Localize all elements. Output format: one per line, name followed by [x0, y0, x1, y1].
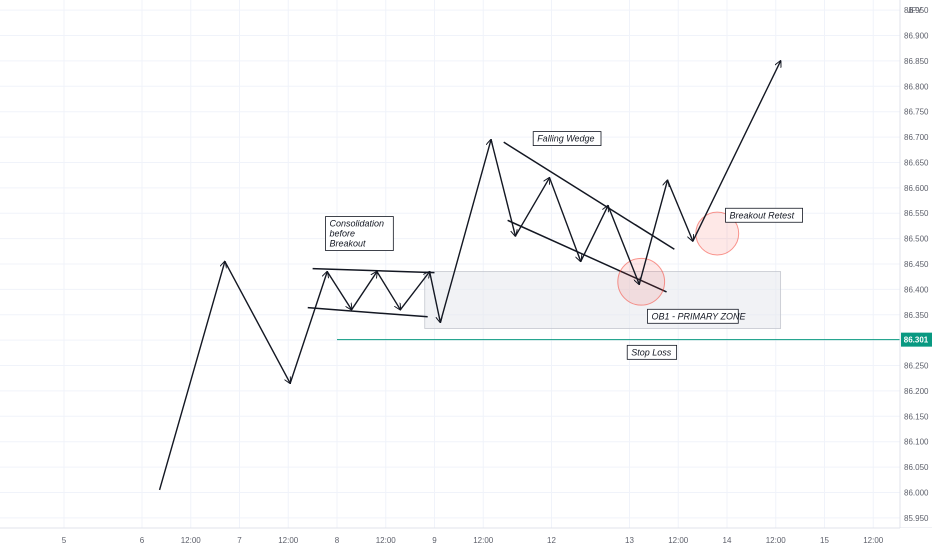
price-path-segment	[439, 140, 491, 323]
x-tick-label: 12:00	[766, 536, 787, 545]
trendline	[503, 141, 675, 250]
annotation-box	[532, 131, 602, 147]
y-tick-label: 86.250	[904, 362, 929, 371]
y-tick-label: 86.600	[904, 184, 929, 193]
x-tick-labels: 5 6 12:00 7 12:00 8 12:00 9 12:00 12 13 12:00 14 12:0…	[62, 536, 884, 545]
price-path-segment	[666, 179, 693, 241]
y-tick-label: 86.550	[904, 209, 929, 218]
annotation-box	[325, 216, 394, 251]
y-tick-label: 86.150	[904, 412, 929, 421]
currency-label: JPY	[908, 6, 923, 15]
gridlines	[0, 0, 900, 528]
circle-markers	[617, 211, 740, 306]
y-tick-label: 86.950	[904, 6, 929, 15]
axis-corner	[900, 528, 932, 550]
x-tick-label: 12:00	[376, 536, 397, 545]
breakout-retest-note: Breakout Retest	[725, 207, 803, 223]
y-tick-label: 86.700	[904, 133, 929, 142]
annotation-text: Falling Wedge	[537, 134, 594, 144]
x-tick-label: 12:00	[473, 536, 494, 545]
x-tick-label: 12:00	[668, 536, 689, 545]
x-tick-label: 12:00	[863, 536, 884, 545]
annotation-box	[647, 308, 739, 324]
price-path-segment	[638, 180, 667, 285]
price-path-segment	[607, 205, 639, 285]
x-tick-label: 12:00	[181, 536, 202, 545]
price-path-segment	[692, 61, 781, 242]
price-path-segment	[428, 271, 441, 323]
price-axis[interactable]: 86.950 86.900 86.850 86.800 86.750 86.700 86.6…	[899, 0, 932, 528]
y-tick-label: 86.800	[904, 82, 929, 91]
x-tick-label: 12	[547, 536, 556, 545]
stop-loss-price-tag: 86.301	[901, 332, 932, 347]
annotation-text: Stop Loss	[631, 347, 672, 357]
annotation-text: Breakout Retest	[730, 210, 795, 220]
annotation-text: OB1 - PRIMARY ZONE	[651, 311, 746, 321]
y-tick-labels: 86.950 86.900 86.850 86.800 86.750 86.700 86.6…	[904, 6, 929, 523]
highlight-circle	[695, 211, 740, 256]
price-path-segment	[289, 272, 327, 384]
price-path-segment	[490, 139, 515, 236]
annotation-text: Breakout	[330, 239, 367, 249]
x-tick-label: 14	[723, 536, 732, 545]
y-tick-label: 86.100	[904, 438, 929, 447]
price-path-segment	[351, 272, 377, 311]
y-tick-label: 86.850	[904, 57, 929, 66]
y-tick-label: 85.950	[904, 514, 929, 523]
falling-wedge-note: Falling Wedge	[532, 131, 602, 147]
stop-loss-note: Stop Loss	[626, 344, 678, 360]
ob1-zone-note: OB1 - PRIMARY ZONE	[647, 308, 746, 324]
y-tick-label: 86.350	[904, 311, 929, 320]
stop-loss-price-box	[901, 332, 932, 347]
price-path-segment	[158, 261, 225, 491]
trendline	[307, 306, 428, 318]
annotation-text: before	[330, 229, 356, 239]
y-tick-label: 86.750	[904, 108, 929, 117]
stop-loss-price-label: 86.301	[904, 336, 929, 345]
x-tick-label: 5	[62, 536, 67, 545]
price-path-segment	[580, 206, 608, 262]
y-tick-label: 86.900	[904, 32, 929, 41]
price-path-segment	[326, 271, 351, 310]
x-tick-label: 13	[625, 536, 634, 545]
price-path-segment	[224, 261, 290, 383]
annotation-text: Consolidation	[330, 219, 385, 229]
annotation-box	[725, 207, 803, 223]
x-tick-label: 8	[335, 536, 340, 545]
y-tick-label: 86.400	[904, 285, 929, 294]
highlight-circle	[617, 257, 666, 306]
x-tick-label: 6	[140, 536, 145, 545]
x-tick-label: 9	[432, 536, 437, 545]
y-tick-label: 86.500	[904, 235, 929, 244]
price-path-segment	[514, 178, 549, 237]
time-axis[interactable]: 5 6 12:00 7 12:00 8 12:00 9 12:00 12 13 12:00 14 12:0…	[0, 527, 932, 550]
y-tick-label: 86.000	[904, 488, 929, 497]
x-tick-label: 15	[820, 536, 829, 545]
annotation-box	[626, 344, 678, 360]
y-tick-label: 86.650	[904, 158, 929, 167]
trendline	[312, 267, 435, 274]
y-tick-label: 86.050	[904, 463, 929, 472]
x-tick-label: 7	[237, 536, 242, 545]
price-path-segment	[399, 272, 429, 311]
price-path-segment	[548, 177, 581, 262]
x-tick-label: 12:00	[278, 536, 299, 545]
price-path-segment	[376, 271, 400, 310]
price-path	[158, 61, 781, 491]
y-tick-label: 86.200	[904, 387, 929, 396]
y-tick-label: 86.450	[904, 260, 929, 269]
